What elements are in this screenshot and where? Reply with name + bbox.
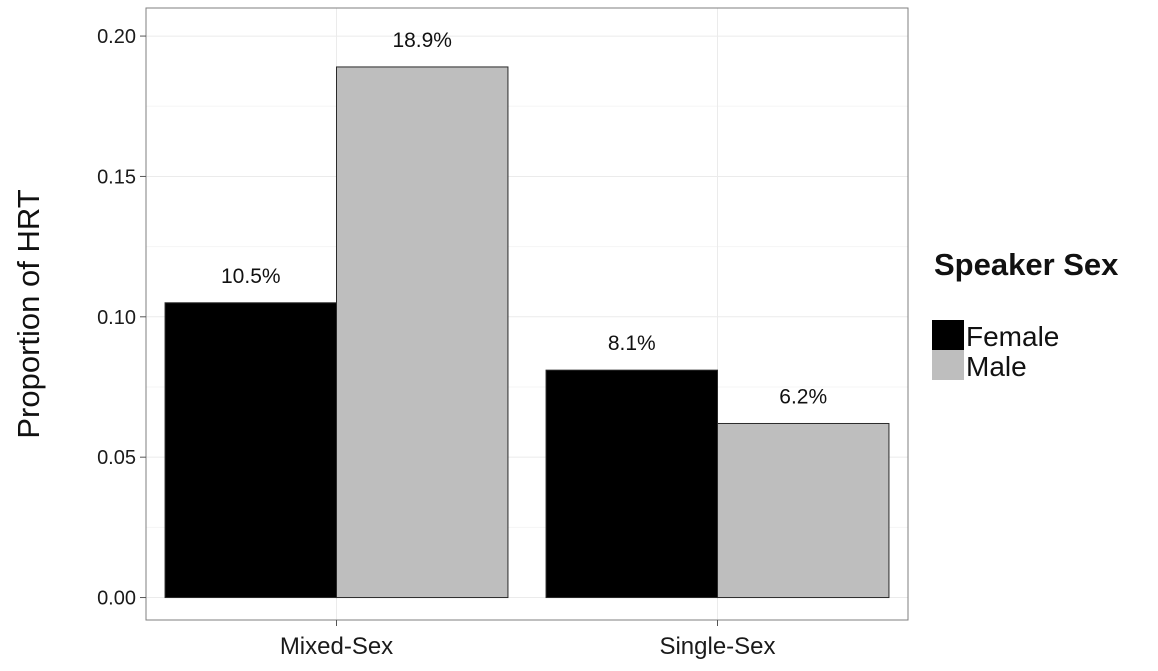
y-tick-label: 0.00 xyxy=(97,588,136,610)
axes: 0.00 0.05 0.10 0.15 0.20 Mixed-Sex Single-Sex xyxy=(97,26,775,660)
bar-male-single-sex xyxy=(717,422,890,599)
data-label: 18.9% xyxy=(392,29,452,52)
data-label: 8.1% xyxy=(608,332,656,355)
legend-label-female: Female xyxy=(966,321,1059,352)
data-label: 10.5% xyxy=(221,265,281,288)
legend-key-male xyxy=(932,350,964,380)
x-tick-label: Single-Sex xyxy=(659,633,775,660)
bars xyxy=(164,66,890,599)
data-labels: 10.5% 18.9% 8.1% 6.2% xyxy=(221,29,827,409)
legend-key-female xyxy=(932,320,964,350)
y-tick-label: 0.15 xyxy=(97,166,136,188)
bar-female-mixed-sex xyxy=(164,302,337,599)
y-tick-label: 0.10 xyxy=(97,307,136,329)
x-tick-label: Mixed-Sex xyxy=(280,633,393,660)
y-tick-label: 0.05 xyxy=(97,447,136,469)
y-axis-label: Proportion of HRT xyxy=(11,189,46,438)
data-label: 6.2% xyxy=(779,385,827,408)
legend-title: Speaker Sex xyxy=(934,247,1119,282)
legend-label-male: Male xyxy=(966,351,1027,382)
bar-male-mixed-sex xyxy=(336,66,509,599)
plot-border xyxy=(145,7,909,621)
bar-female-single-sex xyxy=(545,369,718,599)
y-tick-label: 0.20 xyxy=(97,26,136,48)
